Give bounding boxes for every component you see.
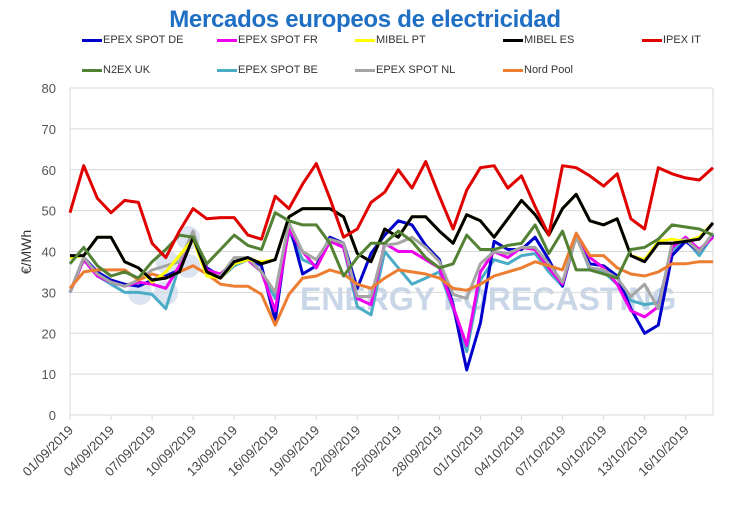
legend-swatch: [503, 68, 523, 72]
y-tick-label: 70: [42, 122, 56, 137]
series-line-epex-spot-nl: [68, 221, 715, 311]
legend-item: MIBEL PT: [355, 34, 426, 46]
legend-label: MIBEL ES: [524, 34, 575, 46]
legend-label: EPEX SPOT NL: [376, 64, 456, 76]
y-tick-label: 30: [42, 285, 56, 300]
y-tick-label: 40: [42, 245, 56, 260]
legend-label: EPEX SPOT FR: [238, 34, 318, 46]
legend-swatch: [217, 68, 237, 72]
series-line-ipex-it: [68, 160, 715, 260]
legend-item: MIBEL ES: [503, 34, 574, 46]
chart-title: Mercados europeos de electricidad: [169, 6, 561, 33]
y-tick-label: 10: [42, 367, 56, 382]
legend-swatch: [217, 38, 237, 42]
legend-item: EPEX SPOT FR: [217, 34, 318, 46]
legend-label: EPEX SPOT BE: [238, 64, 318, 76]
legend-swatch: [355, 38, 375, 42]
watermark-dot: [156, 251, 180, 275]
y-axis-ticks: 0 10 20 30 40 50 60 70 80: [42, 81, 56, 423]
y-tick-label: 20: [42, 326, 56, 341]
legend-item: EPEX SPOT NL: [355, 64, 455, 76]
y-tick-label: 50: [42, 204, 56, 219]
legend-item: IPEX IT: [642, 34, 701, 46]
y-tick-label: 0: [49, 408, 56, 423]
series-line-mibel-es: [70, 192, 715, 282]
y-axis-label: €/MWh: [18, 230, 34, 274]
y-tick-label: 80: [42, 81, 56, 96]
legend-label: N2EX UK: [103, 64, 151, 76]
x-axis-ticks: 01/09/201904/09/201907/09/201910/09/2019…: [19, 415, 692, 479]
legend-label: Nord Pool: [524, 64, 573, 76]
legend-label: MIBEL PT: [376, 34, 426, 46]
legend-swatch: [82, 68, 102, 72]
legend-swatch: [503, 38, 523, 42]
legend-label: IPEX IT: [663, 34, 701, 46]
legend-swatch: [642, 38, 662, 42]
legend-item: N2EX UK: [82, 64, 150, 76]
gridlines: [69, 87, 714, 416]
legend-swatch: [355, 68, 375, 72]
y-tick-label: 60: [42, 163, 56, 178]
legend-item: EPEX SPOT BE: [217, 64, 318, 76]
legend-swatch: [82, 38, 102, 42]
legend-item: Nord Pool: [503, 64, 573, 76]
legend-label: EPEX SPOT DE: [103, 34, 184, 46]
legend-item: EPEX SPOT DE: [82, 34, 184, 46]
series-lines: [68, 160, 715, 372]
